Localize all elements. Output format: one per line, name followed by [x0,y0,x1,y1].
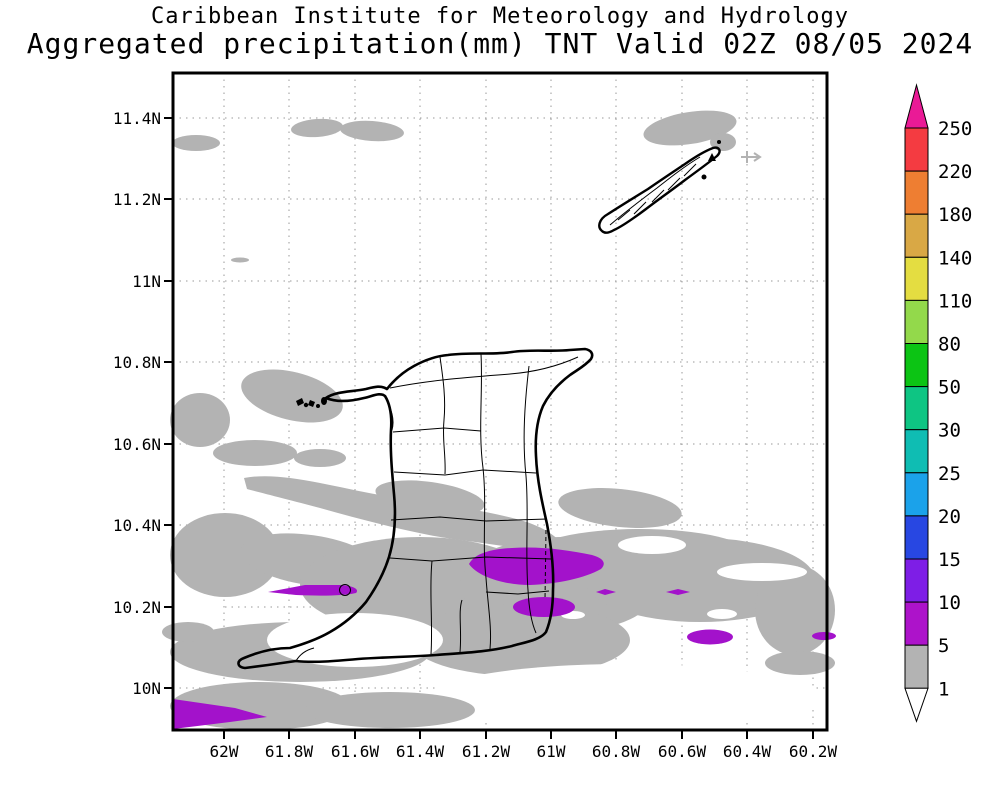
lat-tick-label: 10.6N [113,435,161,454]
colorbar-segment [904,213,929,258]
colorbar-label: 50 [938,377,961,399]
lat-tick-label: 10.4N [113,516,161,535]
lon-tick-label: 60.2W [789,742,838,761]
colorbar-label: 220 [938,161,972,183]
colorbar-label: 140 [938,247,972,269]
colorbar-segment [904,386,929,431]
lon-tick-label: 61.6W [331,742,380,761]
colorbar-segment [904,515,929,560]
lon-tick-label: 61.4W [396,742,445,761]
colorbar-below-min-arrow [904,687,929,723]
plot-frame [171,71,829,732]
colorbar-segment [904,429,929,474]
lat-tick-label: 11N [132,272,161,291]
lon-tick-label: 61.2W [462,742,511,761]
lat-tick-label: 10.2N [113,598,161,617]
colorbar-segment [904,644,929,689]
trinidad-coastline [237,347,594,670]
colorbar-label: 5 [938,635,949,657]
colorbar-segment [904,170,929,215]
colorbar-label: 250 [938,118,972,140]
lat-tick-label: 11.4N [113,109,161,128]
colorbar-segment [904,343,929,388]
colorbar-above-max-arrow [904,83,929,129]
lat-tick-label: 10.8N [113,353,161,372]
colorbar-segment [904,256,929,301]
colorbar-legend: 250 220 180 140 110 80 50 30 25 20 15 10 5 1 [904,83,972,723]
small-arrow-marker [741,151,762,163]
lon-tick-label: 60.4W [723,742,772,761]
colorbar-label: 110 [938,290,972,312]
trinidad-watershed-boundaries [295,353,579,662]
bocas-islands [296,397,327,408]
lon-tick-label: 62W [210,742,239,761]
colorbar-segment [904,127,929,172]
lat-tick-label: 10N [132,679,161,698]
axis-labels: 62W 61.8W 61.6W 61.4W 61.2W 61W 60.8W 60.6W 60.4… [113,109,838,761]
tobago-islets [701,140,721,180]
figure-title: Caribbean Institute for Meteorology and … [150,4,849,29]
colorbar-label: 80 [938,334,961,356]
colorbar-label: 180 [938,204,972,226]
tobago-coastline [598,146,721,234]
lon-tick-label: 61W [537,742,566,761]
lat-tick-label: 11.2N [113,190,161,209]
colorbar-label: 10 [938,592,961,614]
lon-tick-label: 60.6W [658,742,707,761]
lon-tick-label: 60.8W [592,742,641,761]
colorbar-segment [904,299,929,344]
colorbar-label: 30 [938,420,961,442]
colorbar-label: 1 [938,678,949,700]
colorbar-segment [904,601,929,646]
axis-ticks [164,117,814,739]
colorbar-label: 15 [938,549,961,571]
lon-tick-label: 61.8W [265,742,314,761]
figure-subtitle: Aggregated precipitation(mm) TNT Valid 0… [26,27,974,60]
colorbar-label: 20 [938,506,961,528]
no-precip-holes [170,536,820,730]
colorbar-segment [904,558,929,603]
tobago-parish-boundaries [609,156,701,226]
colorbar-segment [904,472,929,517]
colorbar-label: 25 [938,463,961,485]
